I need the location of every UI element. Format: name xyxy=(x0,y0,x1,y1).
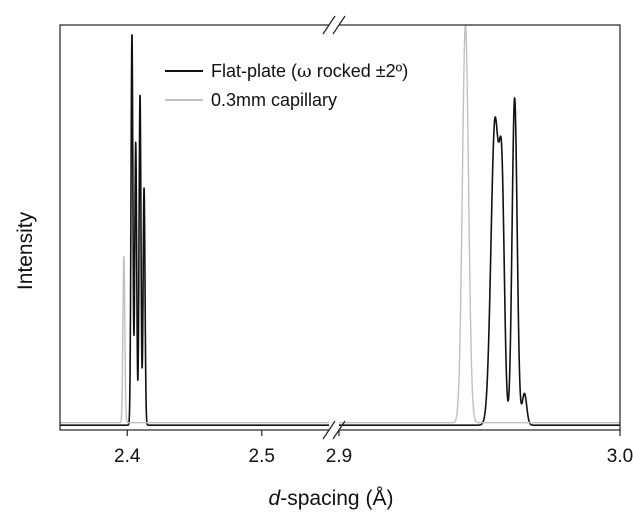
legend-label-flat-plate-symbol: ω xyxy=(297,61,312,82)
series-flat-plate xyxy=(59,34,621,426)
x-tick-label: 2.5 xyxy=(249,446,275,467)
legend-label-flat-plate-part2: rocked ±2º) xyxy=(312,61,409,81)
x-axis-title-rest: -spacing (Å) xyxy=(280,487,393,510)
legend-label-capillary: 0.3mm capillary xyxy=(211,90,337,110)
legend: Flat-plate (ω rocked ±2º) 0.3mm capillar… xyxy=(165,61,408,110)
series-line-1-segment-1 xyxy=(59,34,330,426)
axis-break-gap-top xyxy=(329,21,339,29)
axis-break-gap-bottom xyxy=(329,426,339,434)
series-line-2-segment-2 xyxy=(338,24,621,424)
axis-break-mark xyxy=(332,15,346,35)
axis-break-mark xyxy=(322,15,336,35)
series-line-1-segment-2 xyxy=(338,97,621,426)
plot-frame xyxy=(59,24,621,431)
x-axis-title-italic: d xyxy=(269,487,282,510)
x-tick-label: 2.4 xyxy=(114,446,141,467)
x-tick-label: 2.9 xyxy=(326,446,352,467)
legend-label-flat-plate-part1: Flat-plate ( xyxy=(211,61,297,81)
axis-break-mark xyxy=(322,420,336,440)
x-tick-label: 3.0 xyxy=(607,446,633,467)
series-capillary xyxy=(59,24,621,424)
x-axis-title: d-spacing (Å) xyxy=(269,487,394,510)
legend-label-flat-plate: Flat-plate (ω rocked ±2º) xyxy=(211,61,408,82)
y-axis-title: Intensity xyxy=(14,211,37,290)
series-line-2-segment-1 xyxy=(59,256,330,424)
